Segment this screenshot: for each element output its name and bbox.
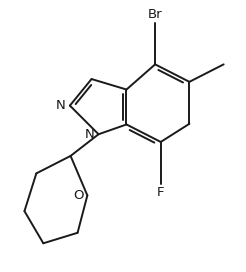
Text: Br: Br [148,8,162,21]
Text: O: O [73,189,84,202]
Text: F: F [157,186,165,199]
Text: N: N [56,99,66,112]
Text: N: N [85,128,94,141]
